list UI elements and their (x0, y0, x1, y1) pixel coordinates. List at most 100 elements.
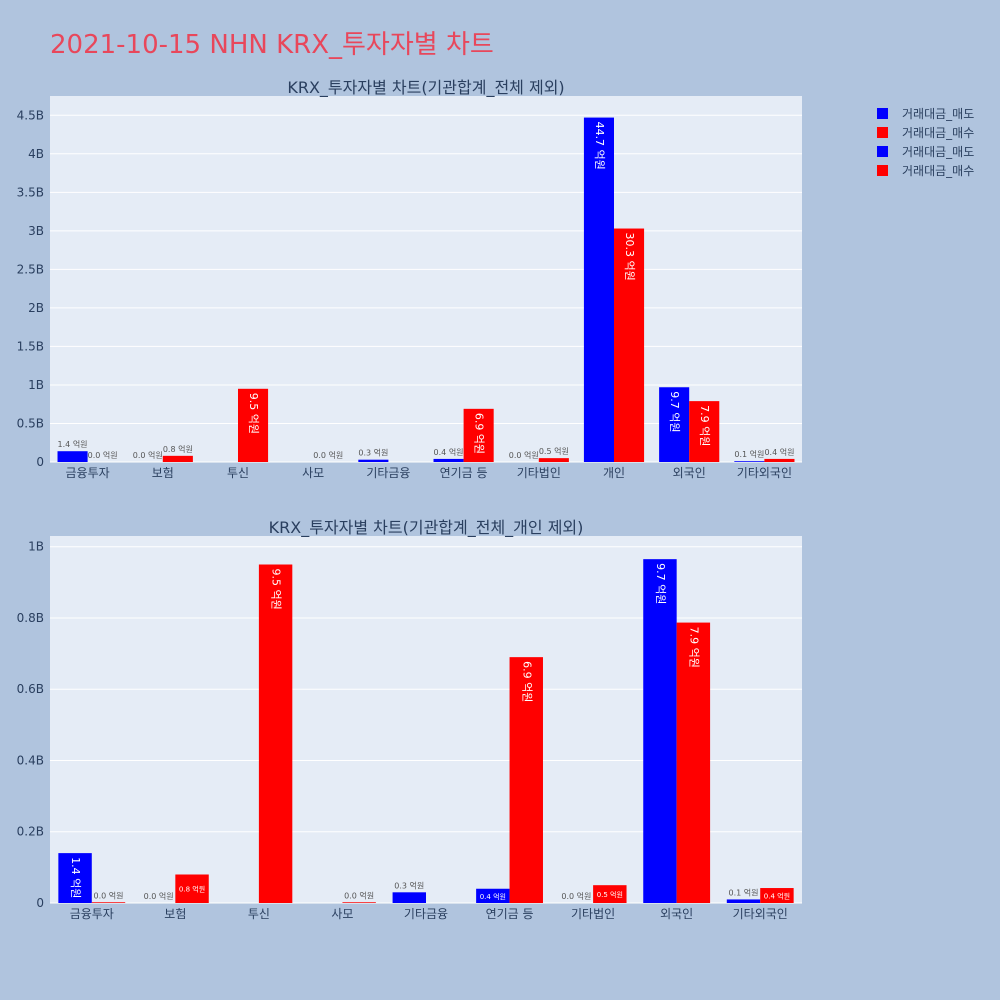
y-tick-label: 0.6B (17, 682, 44, 696)
bar (760, 888, 794, 903)
y-tick-label: 4B (28, 147, 44, 161)
bar (726, 899, 761, 903)
legend-item-label: 거래대금_매수 (902, 126, 974, 140)
x-tick-label: 보험 (152, 466, 174, 480)
data-label: 0.3 억원 (394, 880, 424, 890)
subplot-title: KRX_투자자별 차트(기관합계_전체 제외) (287, 78, 564, 98)
x-tick-label: 연기금 등 (486, 907, 534, 921)
data-label: 0.0 억원 (313, 450, 343, 460)
bar (342, 902, 376, 903)
legend-item-label: 거래대금_매도 (902, 107, 974, 121)
x-tick-label: 기타금융 (366, 466, 410, 480)
data-label: 44.7 억원 (593, 122, 606, 170)
y-tick-label: 0.8B (17, 611, 44, 625)
y-tick-label: 0.4B (17, 753, 44, 767)
bar (583, 117, 614, 462)
x-tick-label: 사모 (302, 466, 324, 480)
bar (764, 458, 795, 462)
data-label: 7.9 억원 (687, 627, 700, 668)
bar (689, 401, 720, 462)
legend-item-label: 거래대금_매도 (902, 145, 974, 159)
data-label: 0.4 억원 (764, 447, 794, 457)
data-label: 0.0 억원 (133, 450, 163, 460)
data-label: 0.4 억원 (764, 892, 790, 901)
bar (734, 461, 765, 462)
bar (91, 902, 126, 903)
bar (593, 885, 627, 903)
bar (57, 451, 88, 462)
chart-bottom: 0 0.2B 0.4B 0.6B 0.8B 1B KRX_투자자별 차트(기관합계_전체_개… (17, 518, 802, 921)
data-label: 0.0 억원 (93, 890, 123, 900)
data-label: 0.0 억원 (88, 450, 118, 460)
legend-swatch (877, 108, 888, 119)
data-label: 0.8 억원 (179, 885, 205, 894)
bar (58, 853, 92, 903)
x-tick-label: 개인 (603, 466, 625, 480)
bar (238, 388, 269, 462)
data-label: 6.9 억원 (473, 413, 486, 454)
y-tick-label: 1B (28, 540, 44, 554)
data-label: 9.7 억원 (654, 563, 667, 604)
bar (676, 622, 711, 903)
x-tick-label: 투신 (227, 466, 249, 480)
data-label: 9.5 억원 (247, 393, 260, 434)
data-label: 6.9 억원 (520, 661, 533, 702)
data-label: 30.3 억원 (623, 233, 636, 281)
legend-swatch (877, 127, 888, 138)
x-tick-label: 기타법인 (571, 907, 615, 921)
data-label: 0.0 억원 (144, 891, 174, 901)
bar (643, 559, 677, 903)
x-tick-label: 기타금융 (404, 907, 448, 921)
bar (659, 387, 690, 462)
bar (509, 657, 543, 903)
data-label: 1.4 억원 (69, 857, 82, 898)
bar (476, 888, 510, 903)
data-label: 0.0 억원 (561, 891, 591, 901)
chart-top: 0 0.5B 1B 1.5B 2B 2.5B 3B 3.5B 4B 4.5B KRX_투자자별 차트… (17, 78, 802, 480)
data-label: 7.9 억원 (698, 405, 711, 446)
x-tick-label: 금융투자 (66, 466, 110, 480)
x-tick-label: 연기금 등 (440, 466, 488, 480)
data-label: 0.0 억원 (344, 890, 374, 900)
data-label: 0.8 억원 (163, 444, 193, 454)
bar (392, 892, 426, 903)
y-tick-label: 1B (28, 378, 44, 392)
y-tick-label: 1.5B (17, 339, 44, 353)
x-tick-label: 보험 (164, 907, 186, 921)
data-label: 0.3 억원 (358, 448, 388, 458)
y-tick-label: 4.5B (17, 108, 44, 122)
subplot-title: KRX_투자자별 차트(기관합계_전체_개인 제외) (269, 518, 584, 538)
data-label: 9.5 억원 (270, 569, 283, 610)
legend-swatch (877, 146, 888, 157)
bar (538, 458, 569, 462)
x-tick-label: 기타외국인 (737, 466, 792, 480)
data-label: 1.4 억원 (58, 439, 88, 449)
data-label: 0.0 억원 (509, 450, 539, 460)
y-tick-label: 0 (36, 455, 44, 469)
y-tick-label: 0 (36, 896, 44, 910)
x-tick-label: 사모 (331, 907, 353, 921)
bar (258, 564, 293, 903)
legend-swatch (877, 165, 888, 176)
bar (463, 408, 494, 462)
data-label: 0.4 억원 (434, 447, 464, 457)
page-title: 2021-10-15 NHN KRX_투자자별 차트 (50, 30, 494, 60)
y-tick-label: 2.5B (17, 262, 44, 276)
legend-item-label: 거래대금_매수 (902, 164, 974, 178)
x-tick-label: 외국인 (673, 466, 706, 480)
x-tick-label: 외국인 (660, 907, 693, 921)
x-tick-label: 투신 (248, 907, 270, 921)
y-tick-label: 0.2B (17, 825, 44, 839)
x-tick-label: 기타법인 (517, 466, 561, 480)
bar (162, 455, 193, 462)
data-label: 9.7 억원 (668, 391, 681, 432)
y-tick-label: 3.5B (17, 185, 44, 199)
data-label: 0.1 억원 (734, 449, 764, 459)
y-tick-label: 3B (28, 224, 44, 238)
y-tick-label: 0.5B (17, 416, 44, 430)
bar (433, 458, 464, 462)
bar (614, 228, 645, 462)
data-label: 0.5 억원 (597, 890, 623, 899)
